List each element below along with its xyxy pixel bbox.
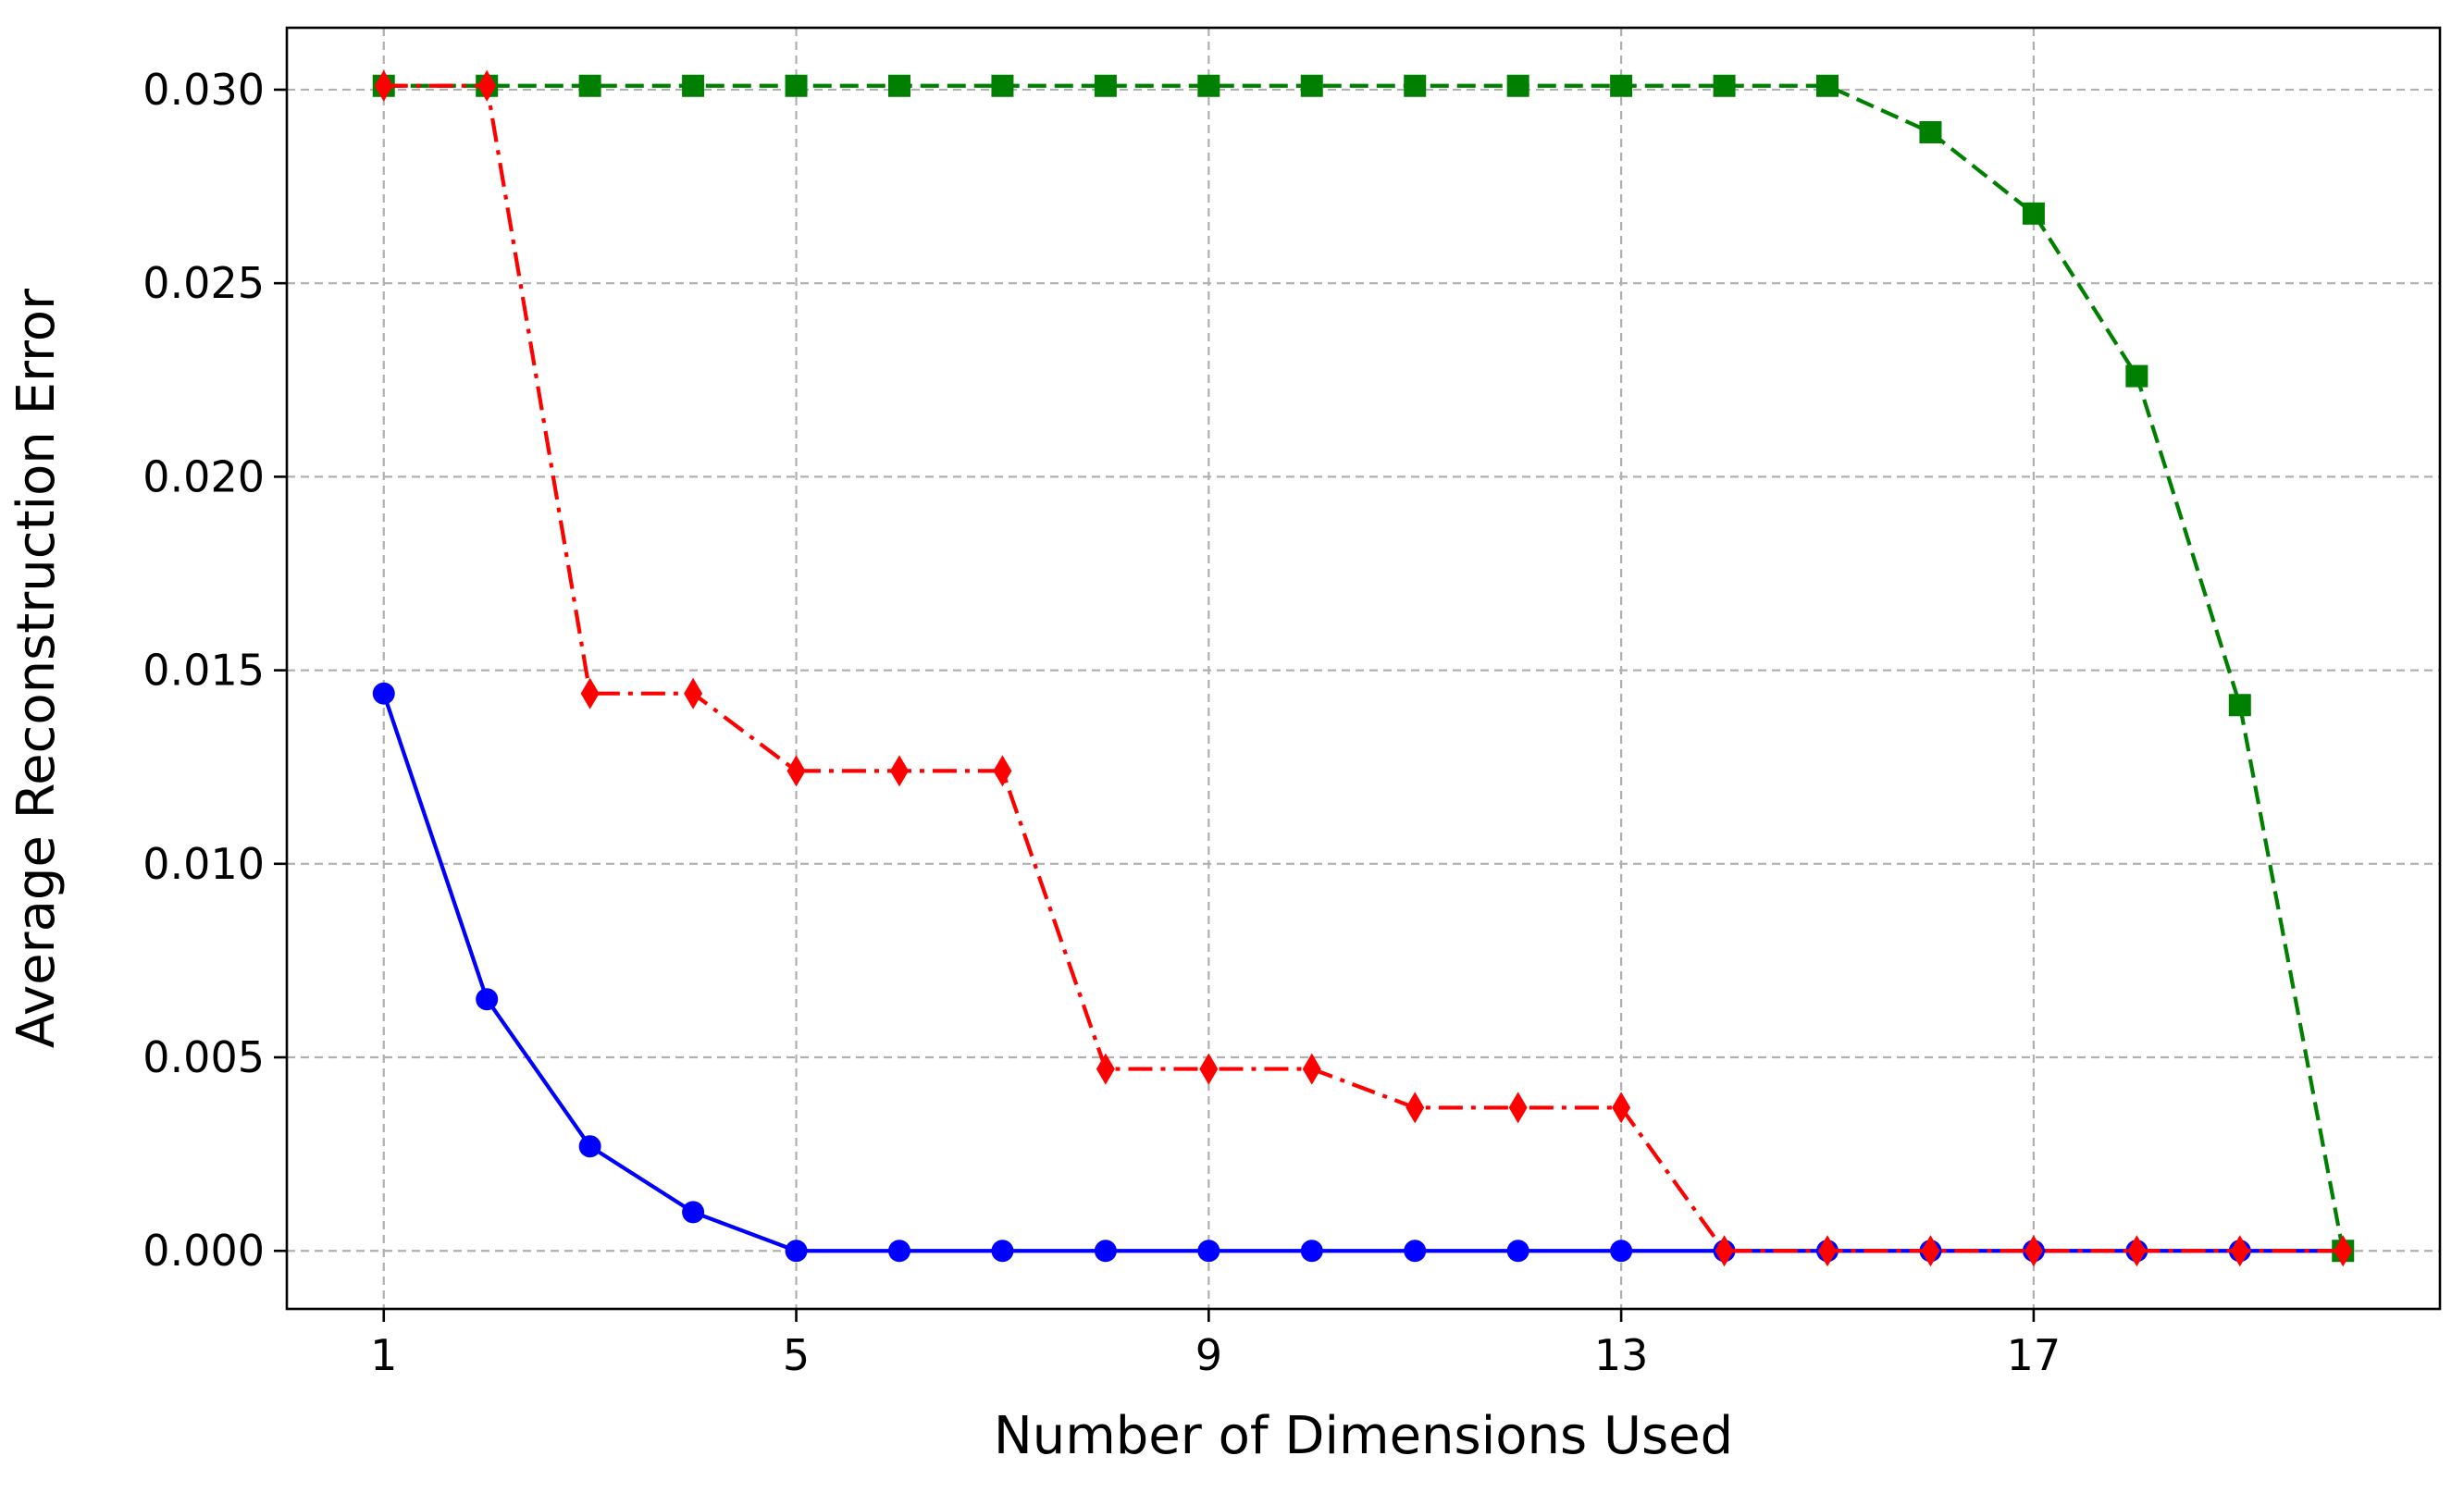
data-point [477,69,497,102]
y-axis-label: Average Reconstruction Error [6,288,67,1048]
y-tick-label: 0.005 [142,1032,265,1082]
series-0 [372,682,2355,1263]
data-point [1405,1092,1425,1124]
data-point [1612,1092,1631,1124]
data-point [1919,120,1942,143]
data-point [1197,74,1220,97]
data-point [785,74,808,97]
x-tick-label: 13 [1594,1330,1649,1380]
data-point [993,755,1012,787]
data-point [1816,74,1839,97]
series-line [381,693,2344,1253]
data-point [1610,1240,1633,1263]
data-point [1197,1240,1220,1263]
y-tick-label: 0.025 [142,258,265,308]
y-tick-label: 0.000 [142,1226,265,1276]
data-point [578,1135,601,1158]
series-layer [372,69,2355,1267]
grid-lines [287,28,2440,1309]
x-tick-label: 5 [783,1330,810,1380]
x-tick-label: 1 [370,1330,397,1380]
data-point [1094,74,1117,97]
data-point [1713,74,1736,97]
data-point [1302,1053,1321,1085]
data-point [1300,74,1323,97]
y-tick-label: 0.010 [142,839,265,889]
data-point [1921,1235,1940,1267]
data-point [374,69,393,102]
data-point [682,1201,705,1224]
x-axis-label: Number of Dimensions Used [994,1406,1733,1466]
y-tick-label: 0.015 [142,646,265,696]
data-point [1096,1053,1115,1085]
data-point [1506,74,1529,97]
y-tick-label: 0.020 [142,451,265,501]
data-point [1715,1235,1734,1267]
data-point [1508,1092,1528,1124]
data-point [578,74,601,97]
data-point [580,677,600,709]
data-point [684,677,703,709]
data-point [2334,1235,2353,1267]
series-line [383,83,2346,1252]
data-point [2024,1235,2043,1267]
data-point [2125,364,2148,388]
series-1 [372,74,2355,1263]
data-point [1506,1240,1529,1263]
data-point [786,755,806,787]
x-tick-label: 17 [2007,1330,2062,1380]
data-point [372,682,395,705]
x-tick-label: 9 [1195,1330,1222,1380]
data-point [2127,1235,2147,1267]
series-2 [374,69,2353,1267]
y-axis-ticks: 0.000 0.005 0.010 0.015 0.020 0.025 0.030 [142,65,287,1276]
data-point [2228,694,2251,717]
data-point [785,1240,808,1263]
data-point [682,74,705,97]
data-point [991,1240,1014,1263]
y-tick-label: 0.030 [142,65,265,115]
series-line [383,83,2344,1253]
data-point [2230,1235,2249,1267]
data-point [1818,1235,1838,1267]
data-point [1094,1240,1117,1263]
data-point [887,1240,910,1263]
data-point [887,74,910,97]
data-point [889,755,909,787]
data-point [991,74,1014,97]
plot-frame [285,26,2442,1311]
data-point [1610,74,1633,97]
data-point [2022,202,2045,225]
data-point [1300,1240,1323,1263]
data-point [1404,74,1427,97]
data-point [1199,1053,1219,1085]
x-axis-ticks: 1 5 9 13 17 [370,1309,2061,1380]
data-point [476,988,499,1011]
data-point [1404,1240,1427,1263]
